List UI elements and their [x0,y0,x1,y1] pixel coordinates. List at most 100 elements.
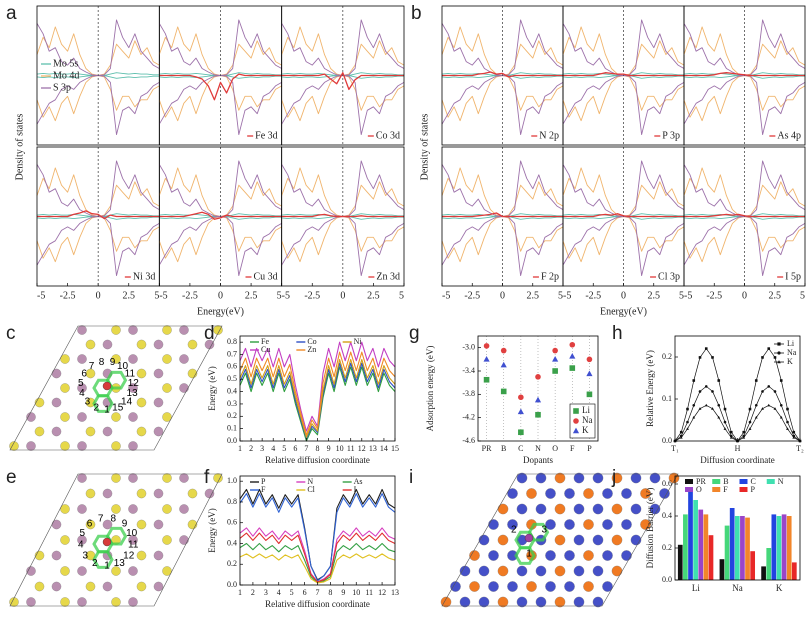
x-tick-label: Na [732,583,743,593]
x-tick-label: T₁ [671,444,679,453]
legend-label: F [261,485,266,494]
atom [535,472,547,484]
y-tick-label: 0.6 [227,362,237,371]
atom [478,596,490,608]
x-tick-label: 2.5 [123,290,136,301]
site-label: 14 [121,397,133,408]
point [586,391,593,398]
panel-label: i [409,467,413,488]
bar [698,509,704,580]
atom [545,519,556,530]
atom [204,488,215,499]
point [723,427,727,430]
atom [128,566,138,576]
atom [573,565,585,577]
x-tick-label: -5 [563,290,571,301]
x-tick-label: H [735,444,741,453]
x-tick-label: -2.5 [585,290,601,301]
legend-marker [777,351,781,355]
line-series [239,341,396,432]
atom [659,488,670,499]
point [773,356,777,359]
x-tick-label: -2.5 [464,290,480,301]
x-tick-label: 3 [260,444,264,453]
x-axis-label: Energy(eV) [197,306,244,317]
x-tick-label: 2.5 [367,290,380,301]
site-label: 8 [99,357,105,368]
line-series [239,362,396,440]
atom [545,581,556,592]
point [698,356,702,359]
legend-swatch [685,479,693,484]
plot-frame [477,335,599,442]
legend-swatch [739,487,748,492]
dos-curve [562,75,685,136]
x-tick-label: 10 [352,588,360,597]
panel-label: a [6,3,17,24]
diffusion-path [527,522,550,542]
point [717,404,721,407]
dos-curve [441,216,564,277]
x-tick-label: 2.5 [648,290,661,301]
atom [554,472,566,484]
diffusion-path [105,370,128,390]
atom [60,566,70,576]
legend-label: Cl [307,485,315,494]
legend-label: I [354,485,357,494]
dopant-label: Zn 3d [376,271,400,282]
y-tick-label: 0.0 [227,580,237,589]
point [773,390,777,393]
atom [611,565,623,577]
y-axis-label: Density of states [14,114,25,181]
atom [602,581,613,592]
x-axis-label: Relative diffusion coordinate [265,455,370,465]
site-label: 13 [114,558,126,569]
x-tick-label: 1 [238,444,242,453]
bar [761,566,766,580]
atom [450,581,461,592]
y-tick-label: 0.6 [662,479,672,488]
atom [516,472,528,484]
point [483,376,490,383]
point [586,356,593,363]
atom [102,519,113,530]
site-label: 1 [104,561,110,572]
atom [516,503,528,515]
atom [153,488,164,499]
atom [128,473,138,483]
dos-curve [441,75,564,136]
y-tick-label: 0.7 [227,349,237,358]
y-tick-label: 0.6 [227,518,237,527]
point [698,390,702,393]
dopant-site [102,537,112,547]
atom [478,534,490,546]
dos-curve [683,75,806,136]
atom [60,354,70,364]
x-tick-label: 5 [154,290,159,301]
atom [51,550,62,561]
atom [162,473,172,483]
x-tick-label: -2.5 [182,290,198,301]
cell-outline [441,473,679,607]
dopant-curve [281,72,404,91]
site-label: 4 [79,388,85,399]
atom [592,565,604,577]
atom [640,488,651,499]
atom [554,596,566,608]
x-tick-label: -2.5 [706,290,722,301]
subplot-frame [683,5,806,146]
atom [77,354,87,364]
atom [187,339,198,350]
point [717,379,721,382]
line-series [239,351,396,436]
point [704,385,708,388]
dopant-label: I 5p [785,271,801,282]
y-axis-label: Energy (eV) [207,508,217,553]
atom [60,597,70,607]
site-label: 9 [122,519,128,530]
y-tick-label: 0.2 [227,559,237,568]
line-series [674,348,801,442]
legend-swatch [712,479,721,484]
atom [507,488,518,499]
